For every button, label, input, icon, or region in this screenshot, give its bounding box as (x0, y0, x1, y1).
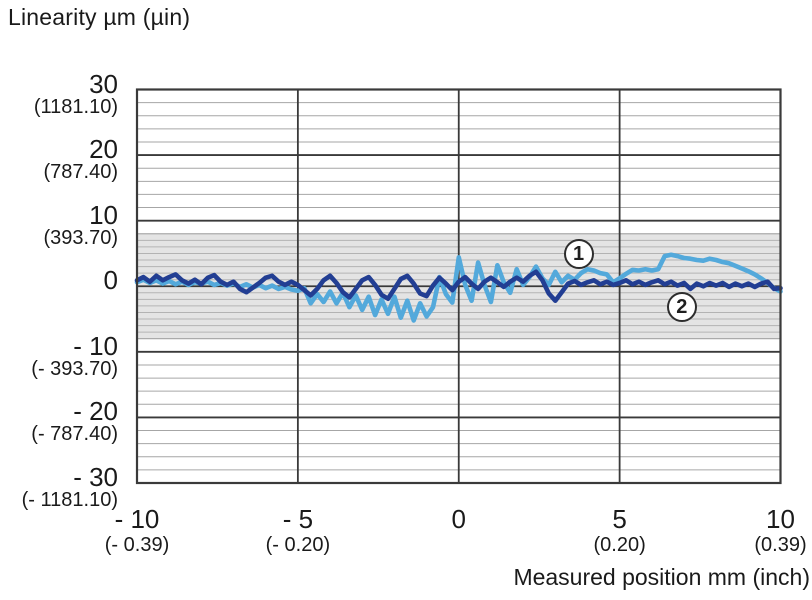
y-tick-label: 10 (393.70) (43, 199, 119, 249)
x-tick-label: - 10 (- 0.39) (104, 504, 170, 557)
y-tick-label: - 10 (- 393.70) (31, 330, 118, 380)
series-marker-2: 2 (666, 292, 697, 323)
x-tick-label: 5 (0.20) (593, 504, 646, 557)
x-tick-label: 0 (451, 504, 466, 534)
x-axis-title: Measured position mm (inch) (513, 564, 810, 590)
x-tick-label: - 5 (- 0.20) (265, 504, 331, 557)
y-tick-label: - 20 (- 787.40) (31, 396, 118, 446)
series-line-1 (134, 252, 783, 323)
chart-title: Linearity µm (µin) (8, 4, 191, 30)
series-line-2 (134, 269, 783, 304)
y-tick-label: 20 (787.40) (43, 134, 119, 184)
plot-border (135, 88, 782, 485)
y-tick-label: - 30 (- 1181.10) (21, 462, 118, 511)
x-tick-label: 10 (0.39) (754, 504, 807, 557)
y-tick-label: 30 (1181.10) (33, 68, 118, 118)
y-tick-label: 0 (103, 265, 118, 296)
series-marker-1: 1 (563, 239, 594, 270)
